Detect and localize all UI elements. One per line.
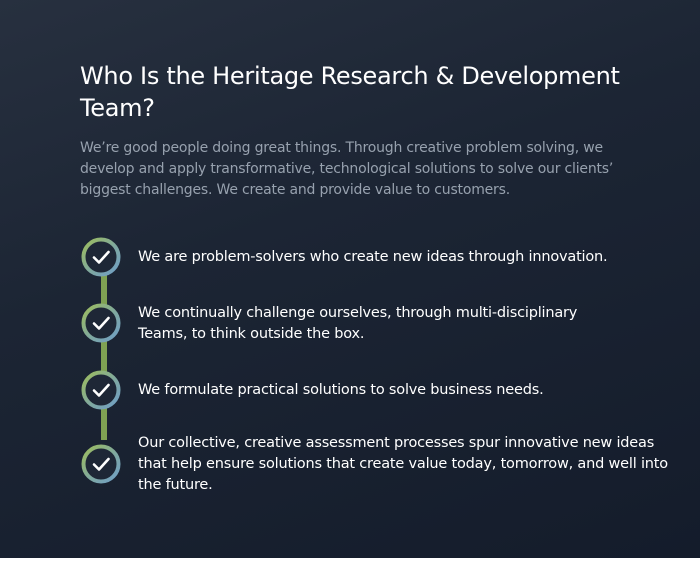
list-item-text: Our collective, creative assessment proc… xyxy=(138,435,668,493)
check-icon[interactable] xyxy=(81,303,121,343)
heritage-team-section: Who Is the Heritage Research & Developme… xyxy=(0,0,700,558)
list-item-text: We are problem-solvers who create new id… xyxy=(138,249,608,265)
check-icon[interactable] xyxy=(81,370,121,410)
timeline-connector xyxy=(101,268,107,440)
list-item-text: We formulate practical solutions to solv… xyxy=(138,382,544,398)
list-item-text: We continually challenge ourselves, thro… xyxy=(138,305,578,342)
check-icon[interactable] xyxy=(81,237,121,277)
section-title: Who Is the Heritage Research & Developme… xyxy=(80,62,620,122)
check-icon[interactable] xyxy=(81,444,121,484)
section-intro: We’re good people doing great things. Th… xyxy=(80,140,614,198)
